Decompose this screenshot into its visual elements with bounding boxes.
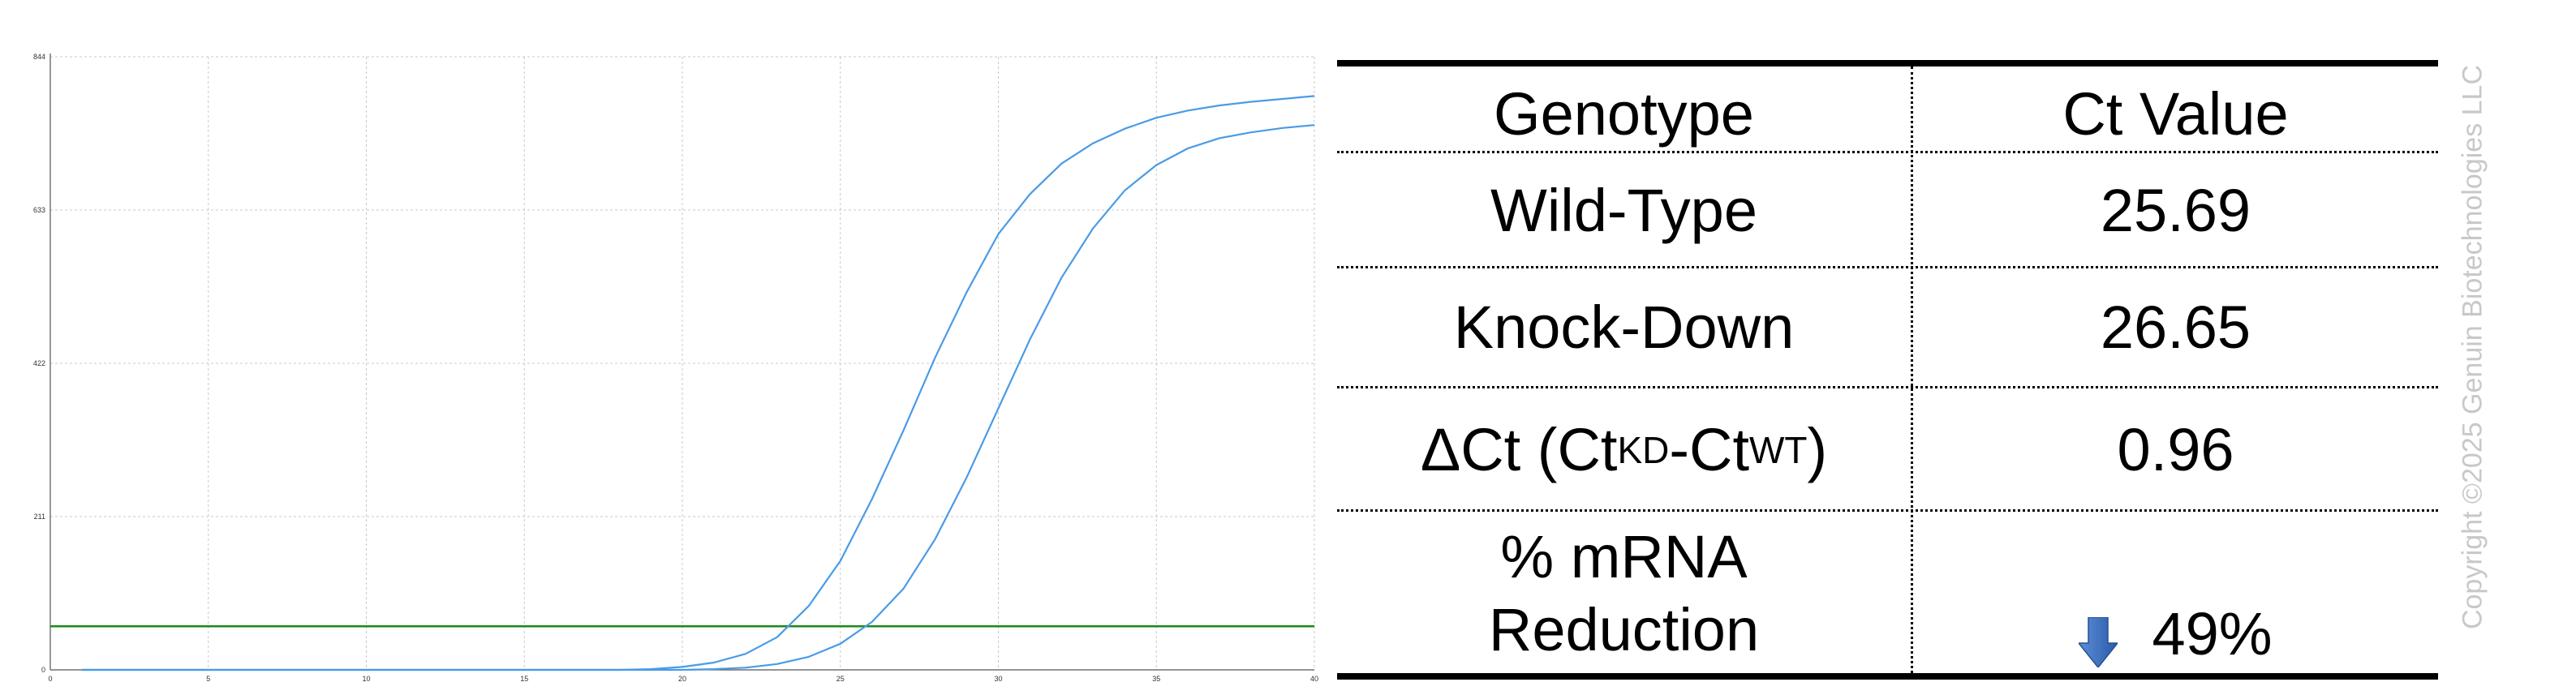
- y-tick-label: 422: [33, 359, 45, 367]
- y-tick-label: 0: [41, 666, 45, 674]
- x-tick-label: 25: [836, 675, 845, 683]
- row-divider: [1337, 151, 2438, 153]
- table-bottom-rule: [1337, 673, 2438, 680]
- table-column-divider: [1911, 66, 1913, 673]
- chart-grid: [49, 56, 1315, 671]
- x-tick-label: 5: [206, 675, 210, 683]
- x-tick-label: 10: [362, 675, 370, 683]
- x-tick-label: 15: [520, 675, 528, 683]
- reduction-label-line2: Reduction: [1488, 596, 1760, 663]
- row-wild-type-label: Wild-Type: [1490, 177, 1757, 244]
- down-arrow-icon: [2079, 617, 2118, 667]
- y-tick-label: 211: [34, 513, 45, 521]
- y-tick-label: 844: [33, 53, 45, 61]
- results-table: Genotype Ct Value Wild-Type 25.69 Knock-…: [1337, 60, 2438, 680]
- x-tick-label: 0: [48, 675, 52, 683]
- header-ct-value: Ct Value: [2062, 80, 2289, 148]
- table-top-rule: [1337, 60, 2438, 66]
- x-tick-label: 30: [994, 675, 1002, 683]
- row-reduction-value: 49%: [1913, 595, 2438, 673]
- row-delta-ct-value: 0.96: [2117, 416, 2234, 483]
- header-genotype: Genotype: [1494, 80, 1754, 148]
- delta-ct-prefix: ΔCt (Ct: [1420, 416, 1618, 483]
- row-knock-down-value: 26.65: [2100, 294, 2251, 361]
- amplification-chart: 0 5 10 15 20 25 30 35 40 0 211 422 633 844: [33, 53, 1318, 683]
- row-divider: [1337, 266, 2438, 268]
- series-line-1: [82, 95, 1315, 671]
- reduction-value-text: 49%: [2152, 600, 2273, 667]
- y-tick-label: 633: [33, 206, 45, 214]
- x-tick-label: 20: [678, 675, 686, 683]
- row-knock-down-label: Knock-Down: [1453, 294, 1795, 361]
- series-line-2: [82, 124, 1315, 671]
- row-divider: [1337, 386, 2438, 388]
- delta-ct-dash: -Ct: [1669, 416, 1750, 483]
- x-tick-label: 40: [1310, 675, 1318, 683]
- series-group: [82, 95, 1315, 671]
- reduction-label-line1: % mRNA: [1500, 522, 1748, 590]
- tick-labels: 0 5 10 15 20 25 30 35 40 0 211 422 633 844: [33, 53, 1318, 683]
- row-wild-type-value: 25.69: [2100, 177, 2251, 244]
- row-divider: [1337, 509, 2438, 512]
- delta-ct-suffix: ): [1807, 416, 1828, 483]
- row-delta-ct-label: ΔCt (Ct KD -Ct WT): [1420, 416, 1828, 483]
- row-reduction-label: % mRNA Reduction: [1337, 514, 1911, 673]
- copyright-watermark: Copyright ©2025 Genuin Biotechnologies L…: [2457, 64, 2488, 630]
- x-tick-label: 35: [1152, 675, 1160, 683]
